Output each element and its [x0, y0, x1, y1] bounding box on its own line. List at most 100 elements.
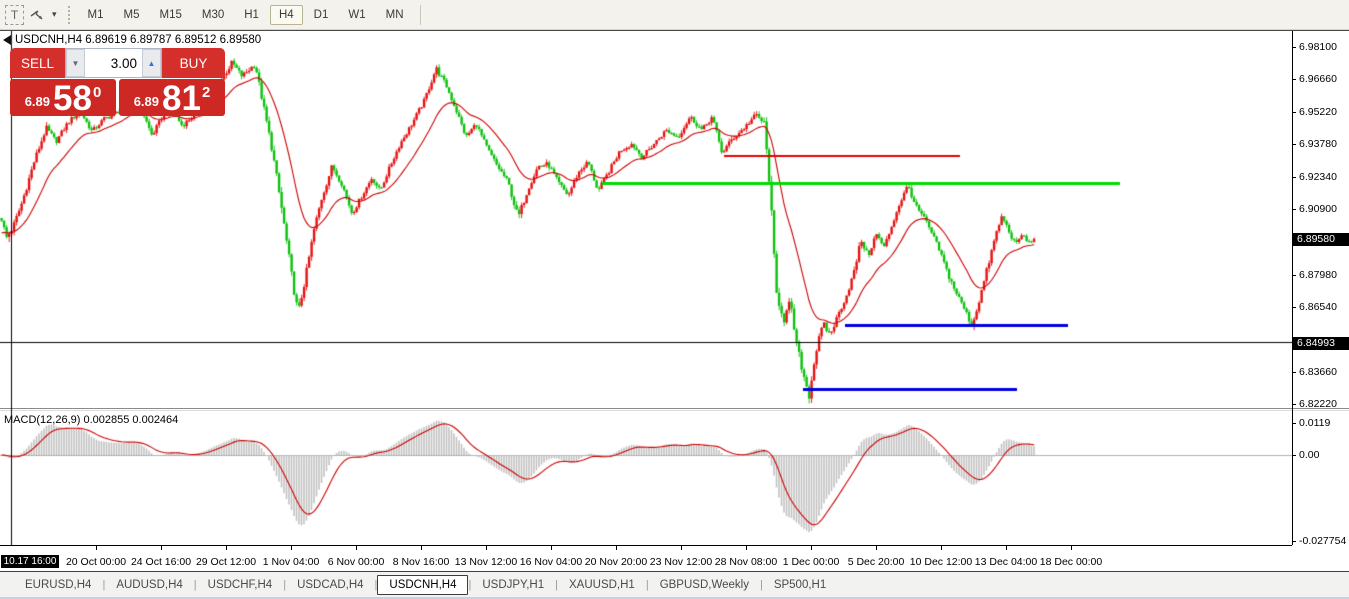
macd-axis-label: 0.00: [1299, 449, 1320, 461]
time-axis-tick: [876, 546, 877, 550]
buy-price-pip-digit: 2: [201, 84, 211, 101]
symbol-tab-bar: EURUSD,H4 | AUDUSD,H4 | USDCHF,H4 | USDCAD,H4 |…: [0, 572, 1349, 597]
timeframe-button-M30[interactable]: M30: [201, 8, 225, 21]
tab-EURUSD-H4[interactable]: EURUSD,H4: [25, 578, 92, 591]
time-axis-label: 29 Oct 12:00: [195, 556, 257, 568]
chart-top-border: [0, 30, 1349, 31]
time-axis-label: 20 Nov 20:00: [584, 556, 648, 568]
time-axis-tick: [356, 546, 357, 550]
price-axis-tick: [1292, 209, 1296, 210]
time-axis-tick: [291, 546, 292, 550]
tab-separator: |: [759, 578, 763, 591]
price-axis-tick: [1292, 144, 1296, 145]
volume-decrease-button[interactable]: ▼: [66, 49, 85, 77]
one-click-trading-panel: SELL ▼ 3.00 ▲ BUY 6.89 58 0 6.89 81 2: [10, 48, 225, 116]
text-tool-icon[interactable]: T: [5, 4, 24, 25]
time-axis-label: 10 Dec 12:00: [909, 556, 973, 568]
time-axis-label: 13 Dec 04:00: [974, 556, 1038, 568]
tab-separator: |: [468, 578, 472, 591]
toolbar: T ▾ M1 M5 M15 M30 H1 H4 D1 W1 MN: [0, 0, 1349, 30]
price-axis-tick: [1292, 177, 1296, 178]
tab-SP500-H1[interactable]: SP500,H1: [773, 578, 827, 591]
tab-separator: |: [283, 578, 287, 591]
price-axis-label: 6.86540: [1299, 301, 1337, 313]
buy-price-prefix: 6.89: [133, 94, 160, 109]
price-axis-label: 6.82220: [1299, 398, 1337, 410]
time-axis-tick: [421, 546, 422, 550]
timeframe-button-MN[interactable]: MN: [385, 8, 404, 21]
price-axis-border: [1292, 31, 1293, 545]
tab-separator: |: [555, 578, 558, 591]
timeframe-button-M5[interactable]: M5: [123, 8, 140, 21]
time-axis-tick: [161, 546, 162, 550]
macd-axis-tick: [1292, 423, 1296, 424]
timeframe-button-W1[interactable]: W1: [348, 8, 366, 21]
tab-USDCNH-H4[interactable]: USDCNH,H4: [377, 574, 469, 595]
macd-indicator-label: MACD(12,26,9) 0.002855 0.002464: [4, 414, 179, 426]
chart-canvas[interactable]: [0, 31, 1292, 545]
timeframe-button-D1[interactable]: D1: [313, 8, 329, 21]
tab-AUDUSD-H4[interactable]: AUDUSD,H4: [116, 578, 183, 591]
volume-input[interactable]: 3.00: [110, 55, 137, 71]
time-axis-tick: [226, 546, 227, 550]
macd-axis-tick: [1292, 455, 1296, 456]
price-axis-label: 6.90900: [1299, 203, 1337, 215]
buy-price-big-digits: 81: [162, 79, 201, 118]
time-axis-label: 24 Oct 16:00: [130, 556, 192, 568]
time-axis-tick: [551, 546, 552, 550]
price-axis-label: 6.98100: [1299, 41, 1337, 53]
price-axis-tick: [1292, 372, 1296, 373]
time-axis-label: 8 Nov 16:00: [392, 556, 450, 568]
tab-GBPUSD-Weekly[interactable]: GBPUSD,Weekly: [659, 578, 749, 591]
price-axis-tick: [1292, 112, 1296, 113]
chart-window-bottom-border: [0, 571, 1349, 572]
tab-separator: |: [645, 578, 649, 591]
timeframe-button-H1[interactable]: H1: [244, 8, 259, 21]
price-axis-label: 6.92340: [1299, 171, 1337, 183]
sell-price-pip-digit: 0: [92, 84, 102, 101]
time-axis-label: 1 Nov 04:00: [262, 556, 320, 568]
time-axis-tick: [1071, 546, 1072, 550]
macd-axis-label: -0.027754: [1299, 535, 1347, 547]
time-axis-tick: [616, 546, 617, 550]
window-bottom-edge: [0, 597, 1349, 599]
price-axis-tick: [1292, 47, 1296, 48]
toolbar-grip: [67, 5, 72, 24]
volume-box: ▼ 3.00 ▲: [65, 48, 162, 78]
time-axis-label: 28 Nov 08:00: [714, 556, 778, 568]
timeframe-button-M15[interactable]: M15: [159, 8, 182, 21]
price-axis-tick: [1292, 404, 1296, 405]
arrows-tool-icon[interactable]: [26, 5, 48, 25]
volume-increase-button[interactable]: ▲: [142, 49, 161, 77]
time-axis-tick: [681, 546, 682, 550]
time-axis-label: 1 Dec 00:00: [782, 556, 840, 568]
buy-price-display[interactable]: 6.89 81 2: [119, 79, 225, 116]
macd-bottom-border: [0, 545, 1292, 546]
time-axis-label: 18 Dec 00:00: [1039, 556, 1103, 568]
chart-title-ohlc: USDCNH,H4 6.89619 6.89787 6.89512 6.8958…: [15, 34, 262, 46]
macd-axis-tick: [1292, 541, 1296, 542]
time-axis-label: 5 Dec 20:00: [847, 556, 905, 568]
tab-separator: |: [102, 578, 106, 591]
tab-USDCHF-H4[interactable]: USDCHF,H4: [207, 578, 273, 591]
chevron-down-icon[interactable]: ▾: [52, 9, 57, 19]
sell-button[interactable]: SELL: [10, 48, 65, 78]
price-axis-tick: [1292, 275, 1296, 276]
time-axis-label: 23 Nov 12:00: [649, 556, 713, 568]
time-axis-tick: [96, 546, 97, 550]
timeframe-button-M1[interactable]: M1: [87, 8, 104, 21]
sell-price-display[interactable]: 6.89 58 0: [10, 79, 116, 116]
chart-shift-marker-icon: [3, 35, 11, 45]
timeframe-button-H4[interactable]: H4: [269, 4, 303, 25]
tab-separator: |: [374, 578, 378, 591]
time-axis-tick: [746, 546, 747, 550]
price-axis-label: 6.93780: [1299, 138, 1337, 150]
tab-USDCAD-H4[interactable]: USDCAD,H4: [297, 578, 364, 591]
tab-USDJPY-H1[interactable]: USDJPY,H1: [482, 578, 545, 591]
tab-XAUUSD-H1[interactable]: XAUUSD,H1: [569, 578, 635, 591]
crosshair-time-tag: 10.17 16:00: [1, 555, 59, 568]
price-axis-label: 6.83660: [1299, 366, 1337, 378]
buy-button[interactable]: BUY: [162, 48, 225, 78]
crosshair-price-tag: 6.84993: [1293, 337, 1349, 350]
